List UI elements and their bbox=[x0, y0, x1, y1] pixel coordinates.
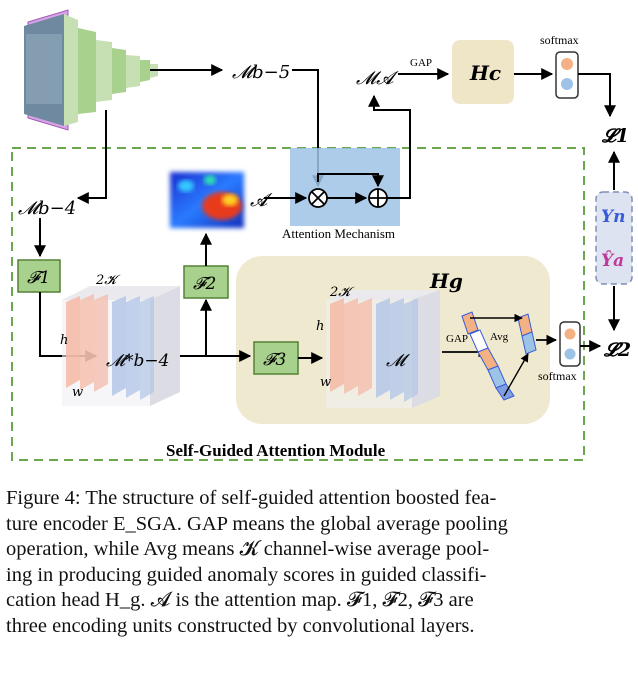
gap-top-label: GAP bbox=[410, 57, 432, 69]
label-ya: Ŷa bbox=[601, 250, 624, 271]
loss1-label: 𝓛1 bbox=[601, 125, 629, 147]
self-guided-attention-diagram: 𝓜b−5 𝓜b−4 Attention Mechanism 𝓜𝓐 GAP Hc … bbox=[11, 9, 633, 461]
label-m-b4: 𝓜b−4 bbox=[18, 198, 76, 219]
loss2-label: 𝓛2 bbox=[603, 339, 631, 361]
label-m-a: 𝓜𝓐 bbox=[356, 68, 399, 89]
w-right: w bbox=[320, 375, 331, 390]
label-m-star: 𝓜*b−4 bbox=[106, 351, 169, 371]
two-k-right: 2𝓚 bbox=[329, 285, 355, 300]
f2-box bbox=[183, 265, 229, 299]
f1-box bbox=[17, 259, 61, 293]
w-left: w bbox=[72, 385, 83, 400]
attention-heatmap bbox=[170, 172, 244, 228]
avg-label: Avg bbox=[490, 331, 509, 343]
caption-line-3: operation, while Avg means 𝓚 channel-wis… bbox=[6, 538, 490, 560]
label-attn-a: 𝓐 bbox=[250, 190, 273, 211]
label-m-b5: 𝓜b−5 bbox=[232, 62, 290, 83]
labels-box bbox=[595, 191, 633, 285]
h-right: h bbox=[316, 319, 324, 334]
feature-block-left bbox=[62, 286, 180, 406]
caption-line-6: three encoding units constructed by conv… bbox=[6, 614, 475, 637]
f3-label: 𝓕3 bbox=[263, 350, 286, 370]
gap-hg-label: GAP bbox=[446, 333, 468, 345]
figure-caption: Figure 4: The structure of self-guided a… bbox=[6, 486, 632, 639]
softmax-bottom-label: softmax bbox=[538, 369, 577, 383]
attention-mechanism-box bbox=[290, 148, 400, 226]
caption-line-1: Figure 4: The structure of self-guided a… bbox=[6, 487, 497, 509]
feature-block-right bbox=[326, 290, 440, 408]
vector-diagram bbox=[461, 311, 537, 401]
hg-label: Hg bbox=[429, 269, 463, 293]
two-k-left: 2𝓚 bbox=[95, 273, 121, 288]
caption-line-2: ture encoder E_SGA. GAP means the global… bbox=[6, 512, 508, 535]
f2-label: 𝓕2 bbox=[193, 274, 216, 294]
f3-box bbox=[253, 341, 299, 375]
f1-label: 𝓕1 bbox=[27, 268, 50, 288]
caption-line-4: ing in producing guided anomaly scores i… bbox=[6, 563, 487, 586]
backbone-pyramid bbox=[24, 9, 158, 131]
softmax-top-label: softmax bbox=[540, 33, 579, 47]
h-left: h bbox=[60, 333, 68, 348]
label-m-hg: 𝓜 bbox=[386, 351, 410, 371]
label-yn: Yn bbox=[601, 207, 626, 227]
hc-label: Hc bbox=[469, 61, 501, 85]
hc-box bbox=[452, 40, 514, 104]
caption-line-5: cation head H_g. 𝓐 is the attention map.… bbox=[6, 589, 474, 611]
attention-mechanism-label: Attention Mechanism bbox=[282, 226, 395, 241]
module-title: Self-Guided Attention Module bbox=[166, 441, 386, 460]
